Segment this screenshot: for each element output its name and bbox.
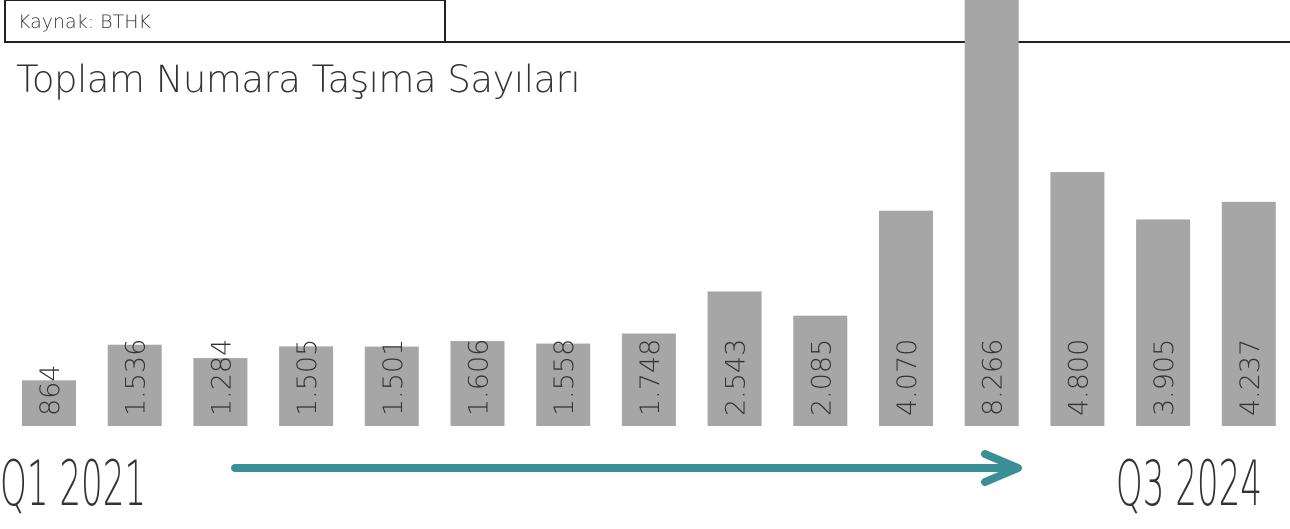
bar bbox=[1221, 201, 1276, 426]
value-label: 1.536 bbox=[121, 339, 152, 416]
x-tick-label: Q3 2024 bbox=[1116, 448, 1262, 520]
bar bbox=[536, 343, 591, 426]
value-label: 1.501 bbox=[378, 339, 409, 416]
value-label: 2.085 bbox=[806, 339, 837, 416]
bar bbox=[707, 291, 762, 426]
bar bbox=[1136, 219, 1191, 426]
bar bbox=[793, 315, 848, 426]
value-label: 1.284 bbox=[206, 339, 237, 416]
chart-title: Toplam Numara Taşıma Sayıları bbox=[16, 58, 580, 101]
x-tick-label: Q1 2021 bbox=[0, 448, 146, 520]
source: Kaynak: BTHK bbox=[18, 11, 151, 33]
bar bbox=[22, 380, 76, 426]
bar bbox=[964, 0, 1019, 426]
arrow-head bbox=[981, 450, 1022, 486]
bar bbox=[279, 346, 334, 426]
value-label: 1.606 bbox=[464, 339, 495, 416]
value-label: 4.070 bbox=[892, 339, 923, 416]
bar bbox=[107, 344, 162, 426]
value-label: 4.800 bbox=[1063, 339, 1094, 416]
bar bbox=[879, 210, 933, 426]
value-label: 1.505 bbox=[292, 339, 323, 416]
bars: 864 1.536 1.284 1.505 1.501 1.606 1.558 1.748 2.… bbox=[22, 0, 1276, 426]
bar bbox=[364, 346, 419, 426]
bar bbox=[1050, 172, 1105, 426]
value-label: 1.558 bbox=[549, 339, 580, 416]
value-label: 1.748 bbox=[635, 339, 666, 416]
value-label: 2.543 bbox=[721, 339, 752, 416]
value-label: 3.905 bbox=[1149, 339, 1180, 416]
source-box bbox=[4, 0, 446, 43]
bar bbox=[193, 358, 248, 426]
bar bbox=[621, 333, 676, 426]
value-label: 8.266 bbox=[978, 339, 1009, 416]
value-label: 4.237 bbox=[1235, 339, 1266, 416]
value-label: 864 bbox=[35, 364, 66, 416]
bar bbox=[450, 341, 505, 426]
